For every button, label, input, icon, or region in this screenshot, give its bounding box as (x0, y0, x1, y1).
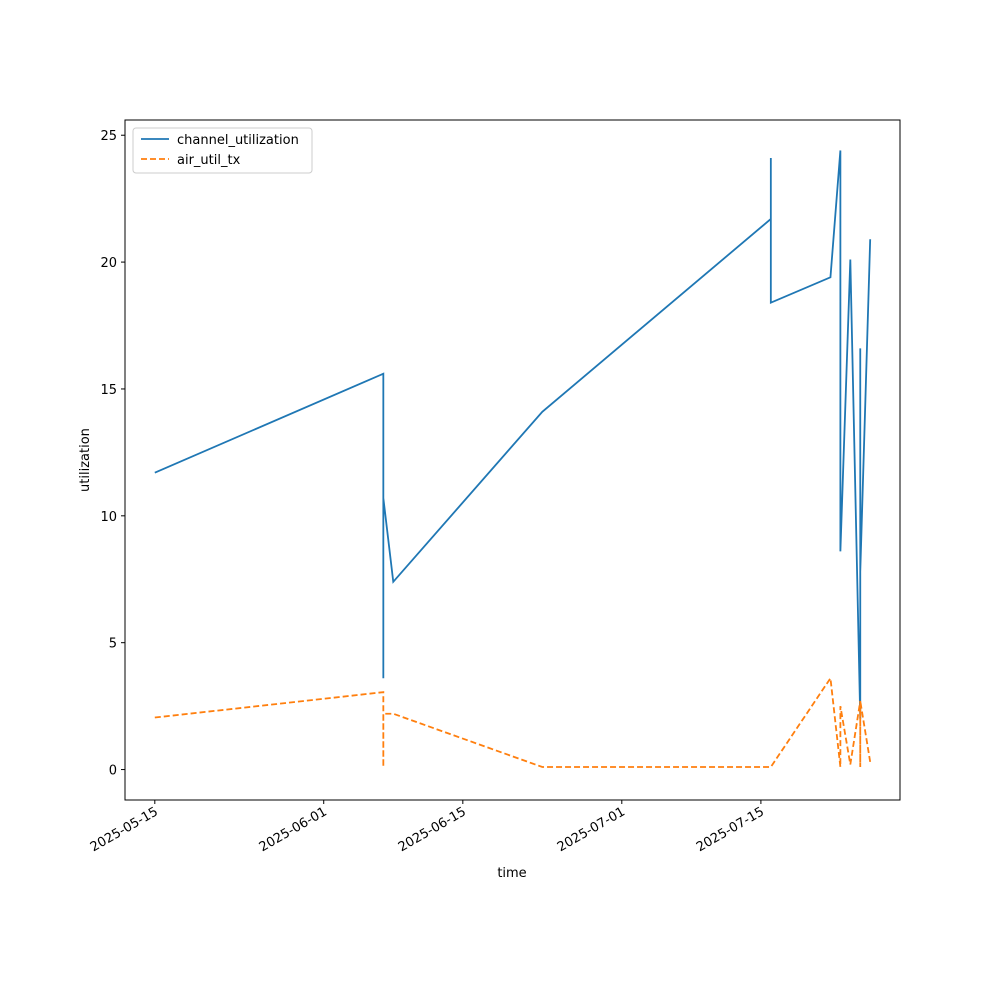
y-axis-label: utilization (78, 428, 93, 492)
y-tick-label: 20 (100, 256, 117, 271)
x-axis-label: time (497, 866, 526, 881)
legend-box (132, 127, 313, 174)
y-tick-label: 25 (100, 129, 117, 144)
y-tick-label: 0 (109, 764, 117, 779)
x-tick-label: 2025-07-01 (555, 804, 628, 855)
legend-label: air_util_tx (177, 153, 241, 168)
y-tick-label: 10 (100, 510, 117, 525)
x-tick-label: 2025-06-15 (396, 804, 469, 855)
x-tick-label: 2025-07-15 (694, 804, 767, 855)
y-tick-label: 5 (109, 637, 117, 652)
legend-label: channel_utilization (177, 133, 299, 148)
line-series (154, 675, 872, 768)
x-tick-label: 2025-05-15 (88, 804, 161, 855)
line-series (154, 150, 872, 719)
plot-frame (124, 119, 901, 801)
x-tick-label: 2025-06-01 (257, 804, 330, 855)
y-tick-label: 15 (100, 383, 117, 398)
